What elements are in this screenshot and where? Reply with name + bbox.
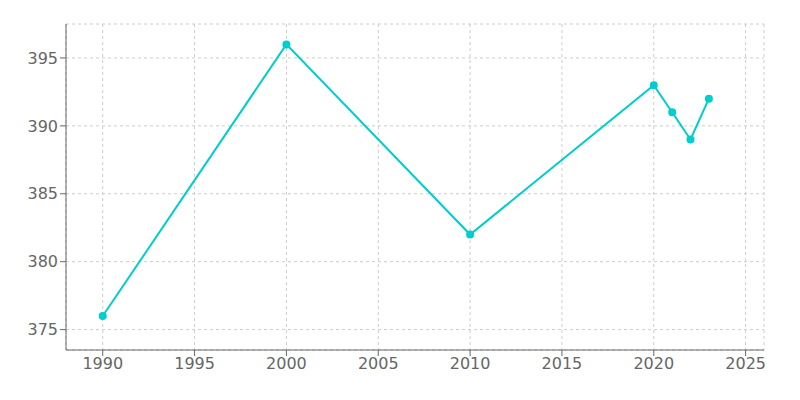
svg-text:2005: 2005 [358, 354, 399, 373]
svg-text:390: 390 [27, 117, 58, 136]
svg-text:380: 380 [27, 252, 58, 271]
svg-text:1990: 1990 [82, 354, 123, 373]
svg-text:2020: 2020 [633, 354, 674, 373]
svg-text:395: 395 [27, 49, 58, 68]
svg-text:375: 375 [27, 320, 58, 339]
svg-text:2025: 2025 [725, 354, 766, 373]
svg-text:2010: 2010 [450, 354, 491, 373]
svg-text:2000: 2000 [266, 354, 307, 373]
svg-text:1995: 1995 [174, 354, 215, 373]
svg-text:385: 385 [27, 184, 58, 203]
svg-text:2015: 2015 [542, 354, 583, 373]
